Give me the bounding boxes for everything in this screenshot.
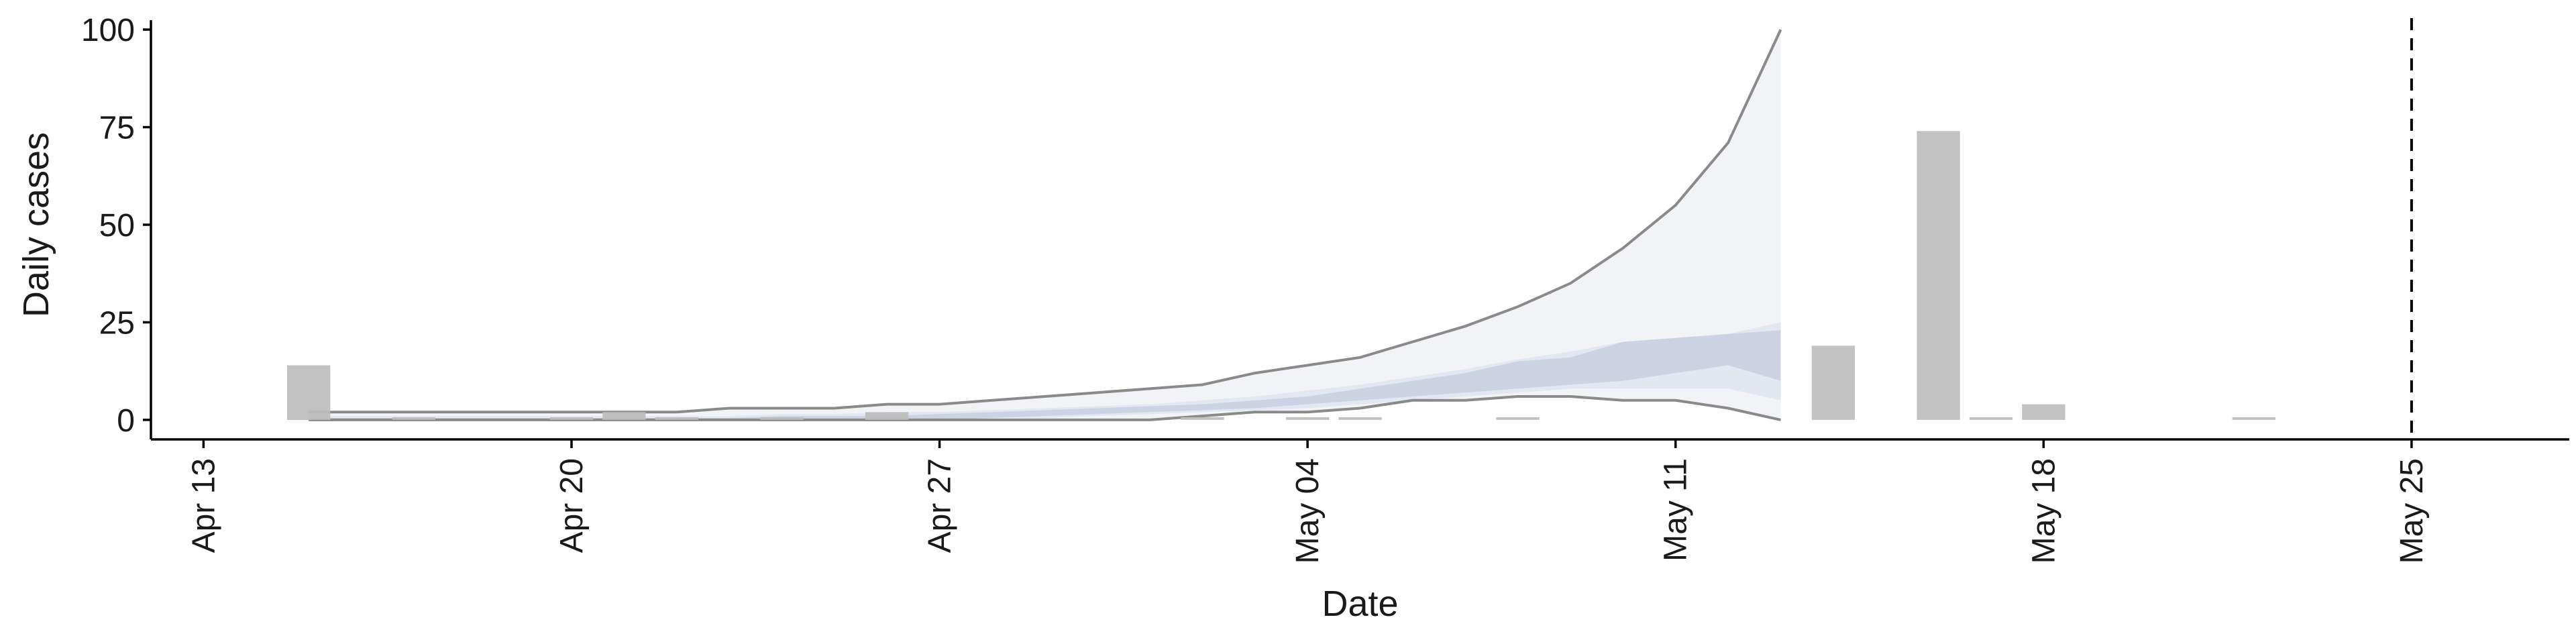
upper-interval-line (309, 29, 1782, 414)
x-tick-label: May 11 (1658, 458, 1694, 561)
nowcast-bands (309, 30, 1781, 420)
x-tick-label: Apr 27 (922, 458, 958, 553)
observed-bar (2232, 417, 2275, 420)
observed-bar (1338, 417, 1382, 420)
x-tick-label: May 18 (2026, 458, 2061, 564)
observed-bars (287, 131, 2275, 420)
observed-bar (392, 417, 435, 420)
observed-bar (2022, 404, 2065, 420)
y-axis-title: Daily cases (16, 132, 56, 317)
observed-bar (1496, 417, 1540, 420)
observed-bar (1917, 131, 1960, 420)
observed-bar (865, 412, 909, 420)
x-axis-ticks: Apr 13 Apr 20 Apr 27 May 04 May 11 May 18 May … (186, 439, 2430, 564)
observed-bar (1181, 417, 1224, 420)
x-tick-label: May 25 (2394, 458, 2430, 564)
x-tick-label: May 04 (1290, 458, 1326, 564)
y-tick-label: 0 (117, 403, 135, 439)
observed-bar (760, 417, 804, 420)
observed-bar (655, 417, 698, 420)
observed-bar (1969, 417, 2013, 420)
observed-bar (549, 417, 594, 420)
observed-bar (1811, 345, 1855, 420)
observed-bar (602, 412, 646, 420)
y-tick-label: 25 (99, 305, 135, 341)
observed-bar (1286, 417, 1330, 420)
x-tick-label: Apr 20 (554, 458, 590, 553)
y-tick-label: 75 (99, 111, 135, 146)
band-inner (309, 330, 1781, 420)
y-tick-label: 100 (81, 13, 135, 48)
y-axis-ticks: 0 25 50 75 100 (81, 13, 151, 439)
x-axis-title: Date (1322, 584, 1398, 624)
observed-bar (287, 365, 331, 420)
x-tick-label: Apr 13 (186, 458, 221, 553)
y-tick-label: 50 (99, 208, 135, 244)
